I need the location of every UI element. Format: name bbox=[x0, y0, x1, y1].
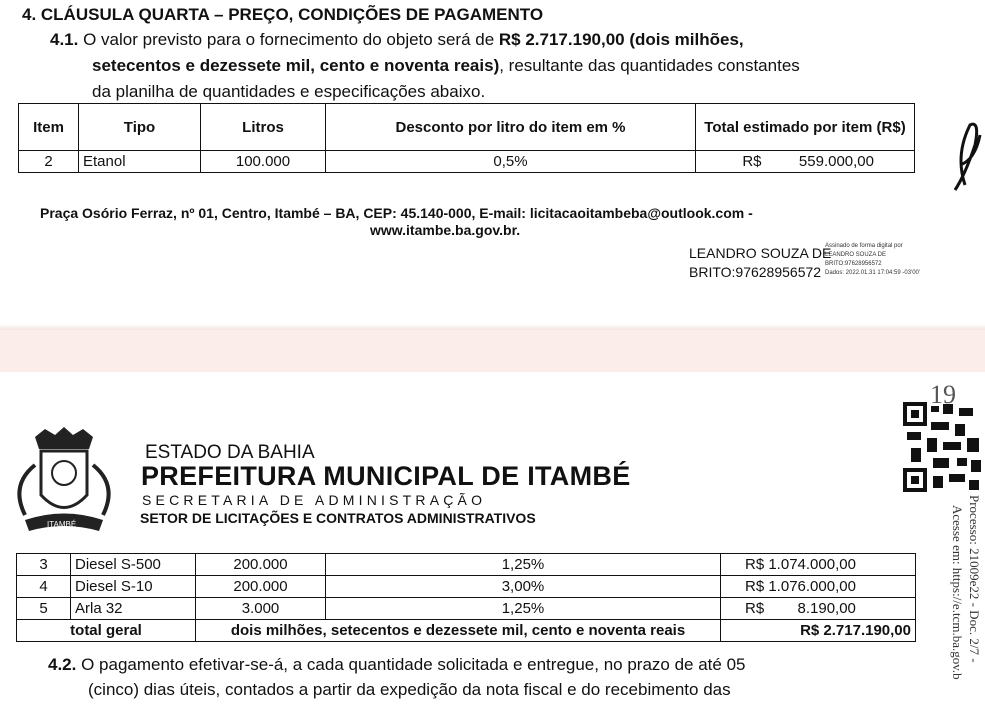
header-item: Item bbox=[18, 103, 79, 151]
total-label: total geral bbox=[16, 619, 196, 642]
sig-detail: Dados: 2022.01.31 17:04:59 -03'00' bbox=[825, 270, 921, 276]
cell: 1,25% bbox=[325, 553, 721, 576]
table-row: 5 Arla 32 3.000 1,25% R$ 8.190,00 bbox=[16, 597, 916, 620]
table-row: 2 Etanol 100.000 0,5% R$ 559.000,00 bbox=[18, 150, 915, 173]
total-row: total geral dois milhões, setecentos e d… bbox=[16, 619, 916, 642]
table-header: Item Tipo Litros Desconto por litro do i… bbox=[18, 103, 915, 151]
amount-words: setecentos e dezessete mil, cento e nove… bbox=[92, 56, 500, 75]
cell: R$ 8.190,00 bbox=[720, 597, 916, 620]
cell: 200.000 bbox=[195, 575, 326, 598]
total-words: dois milhões, setecentos e dezessete mil… bbox=[195, 619, 721, 642]
page-gap bbox=[0, 324, 985, 372]
cell: R$ 1.076.000,00 bbox=[720, 575, 916, 598]
cell: 200.000 bbox=[195, 553, 326, 576]
estado: ESTADO DA BAHIA bbox=[145, 442, 315, 463]
text: O valor previsto para o fornecimento do … bbox=[83, 30, 499, 49]
cell: 3 bbox=[16, 553, 71, 576]
table-row: 4 Diesel S-10 200.000 3,00% R$ 1.076.000… bbox=[16, 575, 916, 598]
cell: Arla 32 bbox=[70, 597, 196, 620]
cell: 5 bbox=[16, 597, 71, 620]
header-tipo: Tipo bbox=[78, 103, 201, 151]
municipal-crest: ITAMBÉ bbox=[17, 427, 111, 531]
cell: Diesel S-10 bbox=[70, 575, 196, 598]
access-url: Acesse em: https://e.tcm.ba.gov.b bbox=[950, 505, 965, 680]
sig-detail: BRITO:97628956572 bbox=[825, 261, 882, 267]
qr-code bbox=[903, 402, 981, 492]
header-desconto: Desconto por litro do item em % bbox=[325, 103, 696, 151]
table-row: 3 Diesel S-500 200.000 1,25% R$ 1.074.00… bbox=[16, 553, 916, 576]
total-value: R$ 2.717.190,00 bbox=[720, 619, 916, 642]
cell: R$ 1.074.000,00 bbox=[720, 553, 916, 576]
header-total: Total estimado por item (R$) bbox=[695, 103, 915, 151]
clause-4-2-line2: (cinco) dias úteis, contados a partir da… bbox=[88, 680, 731, 699]
price-table-2: 3 Diesel S-500 200.000 1,25% R$ 1.074.00… bbox=[16, 553, 916, 642]
address-line1: Praça Osório Ferraz, nº 01, Centro, Itam… bbox=[40, 205, 753, 221]
cell: R$ bbox=[695, 150, 766, 173]
sig-detail: LEANDRO SOUZA DE bbox=[825, 252, 887, 258]
crest-label: ITAMBÉ bbox=[47, 520, 76, 529]
signature-mark bbox=[953, 122, 982, 191]
clause-4-2-line1: 4.2. O pagamento efetivar-se-á, a cada q… bbox=[48, 655, 746, 675]
text: O pagamento efetivar-se-á, a cada quanti… bbox=[81, 655, 746, 674]
process-stamp: Processo: 21009e22 - Doc. 2/7 - bbox=[967, 495, 982, 663]
cell: 559.000,00 bbox=[765, 150, 915, 173]
cell: 100.000 bbox=[200, 150, 326, 173]
price-table-1: Item Tipo Litros Desconto por litro do i… bbox=[18, 103, 915, 173]
secretaria: SECRETARIA DE ADMINISTRAÇÃO bbox=[142, 492, 487, 508]
prefeitura-title: PREFEITURA MUNICIPAL DE ITAMBÉ bbox=[141, 461, 631, 491]
signature-details: Assinado de forma digital por LEANDRO SO… bbox=[825, 242, 920, 278]
cell: 1,25% bbox=[325, 597, 721, 620]
setor: SETOR DE LICITAÇÕES E CONTRATOS ADMINIST… bbox=[140, 510, 536, 526]
cell: 3,00% bbox=[325, 575, 721, 598]
cell: 3.000 bbox=[195, 597, 326, 620]
signer-name: LEANDRO SOUZA DE bbox=[689, 245, 832, 261]
header-litros: Litros bbox=[200, 103, 326, 151]
clause-number: 4.2. bbox=[48, 655, 77, 674]
signer-id: BRITO:97628956572 bbox=[689, 264, 822, 280]
clause-heading: 4. CLÁUSULA QUARTA – PREÇO, CONDIÇÕES DE… bbox=[22, 5, 544, 24]
cell: 2 bbox=[18, 150, 79, 173]
address-line2: www.itambe.ba.gov.br. bbox=[370, 222, 521, 238]
clause-number: 4.1. bbox=[50, 30, 79, 49]
clause-4-1-line3: da planilha de quantidades e especificaç… bbox=[92, 82, 486, 101]
clause-4-1-line2: setecentos e dezessete mil, cento e nove… bbox=[92, 56, 800, 76]
text: , resultante das quantidades constantes bbox=[499, 56, 800, 75]
cell: 4 bbox=[16, 575, 71, 598]
sig-detail: Assinado de forma digital por bbox=[825, 243, 903, 249]
clause-4-1-line1: 4.1. O valor previsto para o forneciment… bbox=[50, 30, 744, 50]
cell: Diesel S-500 bbox=[70, 553, 196, 576]
digital-signature: LEANDRO SOUZA DE BRITO:97628956572 bbox=[689, 244, 831, 282]
cell: Etanol bbox=[78, 150, 201, 173]
cell: 0,5% bbox=[325, 150, 696, 173]
amount: R$ 2.717.190,00 (dois milhões, bbox=[498, 30, 744, 49]
